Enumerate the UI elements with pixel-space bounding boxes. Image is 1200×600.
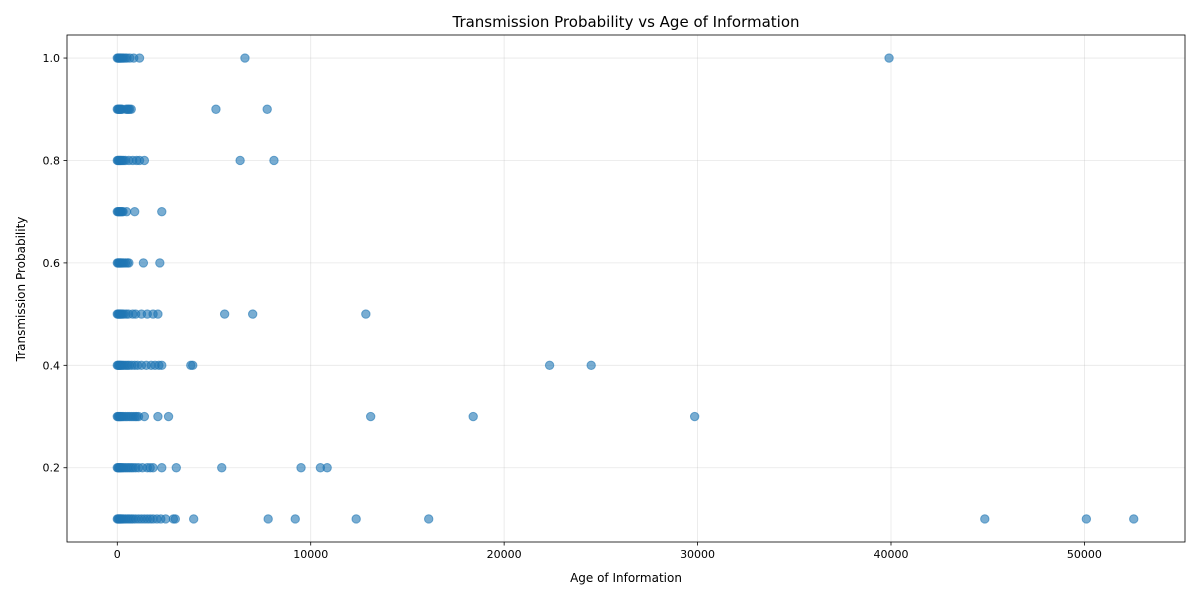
data-point — [163, 411, 174, 422]
plot-frame — [66, 34, 1186, 543]
data-point — [424, 514, 434, 524]
x-tick-label: 10000 — [293, 548, 328, 561]
data-point — [157, 463, 167, 473]
data-point — [153, 411, 163, 422]
y-tick-label: 0.8 — [43, 154, 61, 167]
data-point — [290, 514, 300, 524]
y-axis: 0.2 0.4 0.6 0.8 1.0 — [43, 52, 67, 475]
data-point — [126, 104, 136, 114]
data-point — [157, 206, 167, 217]
data-point — [134, 53, 145, 63]
data-point — [188, 514, 199, 524]
data-point — [1129, 514, 1139, 524]
data-point — [139, 155, 150, 166]
data-point — [586, 360, 596, 371]
data-point — [160, 514, 171, 524]
x-axis-label: Age of Information — [570, 571, 682, 585]
data-point — [171, 463, 181, 473]
x-tick-label: 20000 — [487, 548, 522, 561]
data-point — [129, 206, 140, 217]
data-point — [884, 53, 894, 63]
data-point — [296, 463, 306, 473]
data-point — [155, 258, 165, 268]
y-tick-label: 0.2 — [43, 462, 61, 475]
data-point — [269, 155, 279, 166]
data-point — [240, 53, 250, 63]
data-point — [980, 514, 990, 524]
chart-title: Transmission Probability vs Age of Infor… — [451, 13, 799, 31]
y-axis-label: Transmission Probability — [14, 217, 28, 363]
data-point — [365, 411, 376, 422]
y-tick-label: 0.4 — [43, 359, 61, 372]
data-point — [139, 411, 150, 422]
x-tick-label: 40000 — [873, 548, 908, 561]
data-point — [157, 360, 167, 371]
x-tick-label: 0 — [114, 548, 121, 561]
data-point — [170, 514, 181, 524]
data-point — [138, 258, 149, 268]
data-point — [262, 104, 272, 114]
data-point — [188, 360, 198, 371]
data-point — [235, 155, 245, 166]
data-points — [112, 53, 1139, 524]
data-point — [121, 206, 132, 217]
data-point — [124, 258, 134, 268]
data-point — [148, 463, 158, 473]
data-point — [351, 514, 361, 524]
data-point — [217, 463, 227, 473]
data-point — [468, 411, 478, 422]
y-tick-label: 1.0 — [43, 52, 61, 65]
data-point — [361, 309, 371, 319]
x-axis: 0 10000 20000 30000 40000 50000 — [114, 542, 1102, 561]
data-point — [1081, 514, 1092, 524]
x-tick-label: 30000 — [680, 548, 715, 561]
data-point — [247, 309, 258, 319]
data-point — [153, 309, 163, 319]
data-point — [219, 309, 230, 319]
data-point — [689, 411, 700, 422]
grid — [67, 35, 1185, 542]
data-point — [544, 360, 555, 371]
x-tick-label: 50000 — [1067, 548, 1102, 561]
data-point — [263, 514, 273, 524]
data-point — [322, 463, 332, 473]
y-tick-label: 0.6 — [43, 257, 61, 270]
data-point — [211, 104, 221, 114]
